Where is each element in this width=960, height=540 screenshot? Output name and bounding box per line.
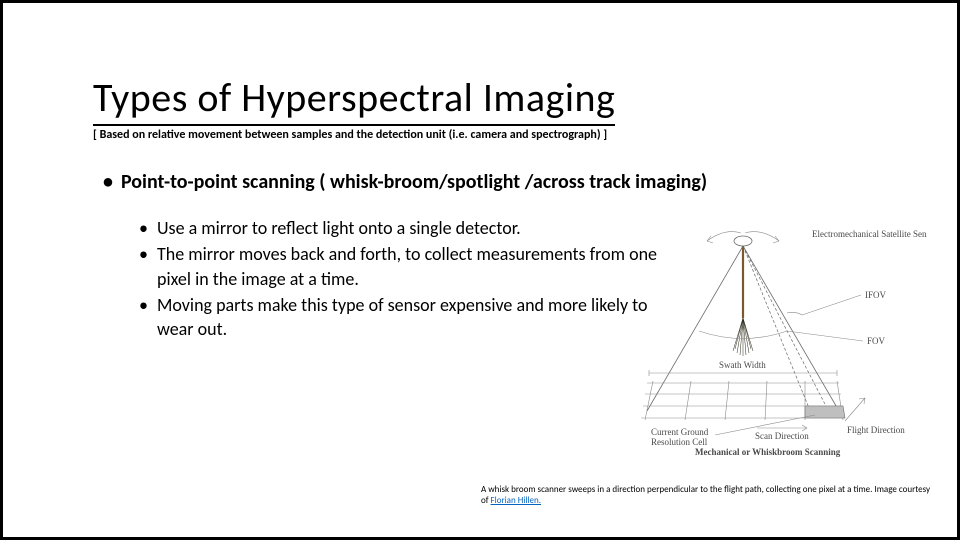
label-sensor: Electromechanical Satellite Sensor (812, 229, 927, 239)
label-cell-1: Current Ground (651, 427, 709, 437)
credit-link[interactable]: Florian Hillen. (491, 495, 542, 506)
whiskbroom-diagram: Electromechanical Satellite Sensor (637, 223, 927, 458)
image-credit: A whisk broom scanner sweeps in a direct… (481, 485, 931, 507)
list-item: Moving parts make this type of sensor ex… (139, 293, 669, 342)
label-ifov: IFOV (865, 290, 887, 300)
label-fov: FOV (867, 336, 886, 346)
list-item: Use a mirror to reflect light onto a sin… (139, 216, 669, 240)
main-bullet: • Point-to-point scanning ( whisk-broom/s… (103, 170, 907, 194)
main-bullet-text: Point-to-point scanning ( whisk-broom/sp… (121, 170, 707, 194)
diagram-svg: Electromechanical Satellite Sensor (637, 223, 927, 458)
sub-bullet-list: Use a mirror to reflect light onto a sin… (139, 216, 669, 341)
slide-frame: Types of Hyperspectral Imaging [ Based o… (0, 0, 960, 540)
slide-subtitle: [ Based on relative movement between sam… (93, 128, 907, 142)
figure-caption: Mechanical or Whiskbroom Scanning (695, 447, 841, 457)
bullet-dot-icon: • (103, 170, 113, 194)
list-item: The mirror moves back and forth, to coll… (139, 242, 669, 291)
slide-title: Types of Hyperspectral Imaging (93, 73, 615, 126)
label-flight-dir: Flight Direction (847, 425, 905, 435)
caption-text: A whisk broom scanner sweeps in a direct… (481, 484, 930, 506)
label-cell-2: Resolution Cell (651, 437, 708, 447)
label-swath: Swath Width (719, 360, 766, 370)
label-scan-dir: Scan Direction (755, 431, 809, 441)
